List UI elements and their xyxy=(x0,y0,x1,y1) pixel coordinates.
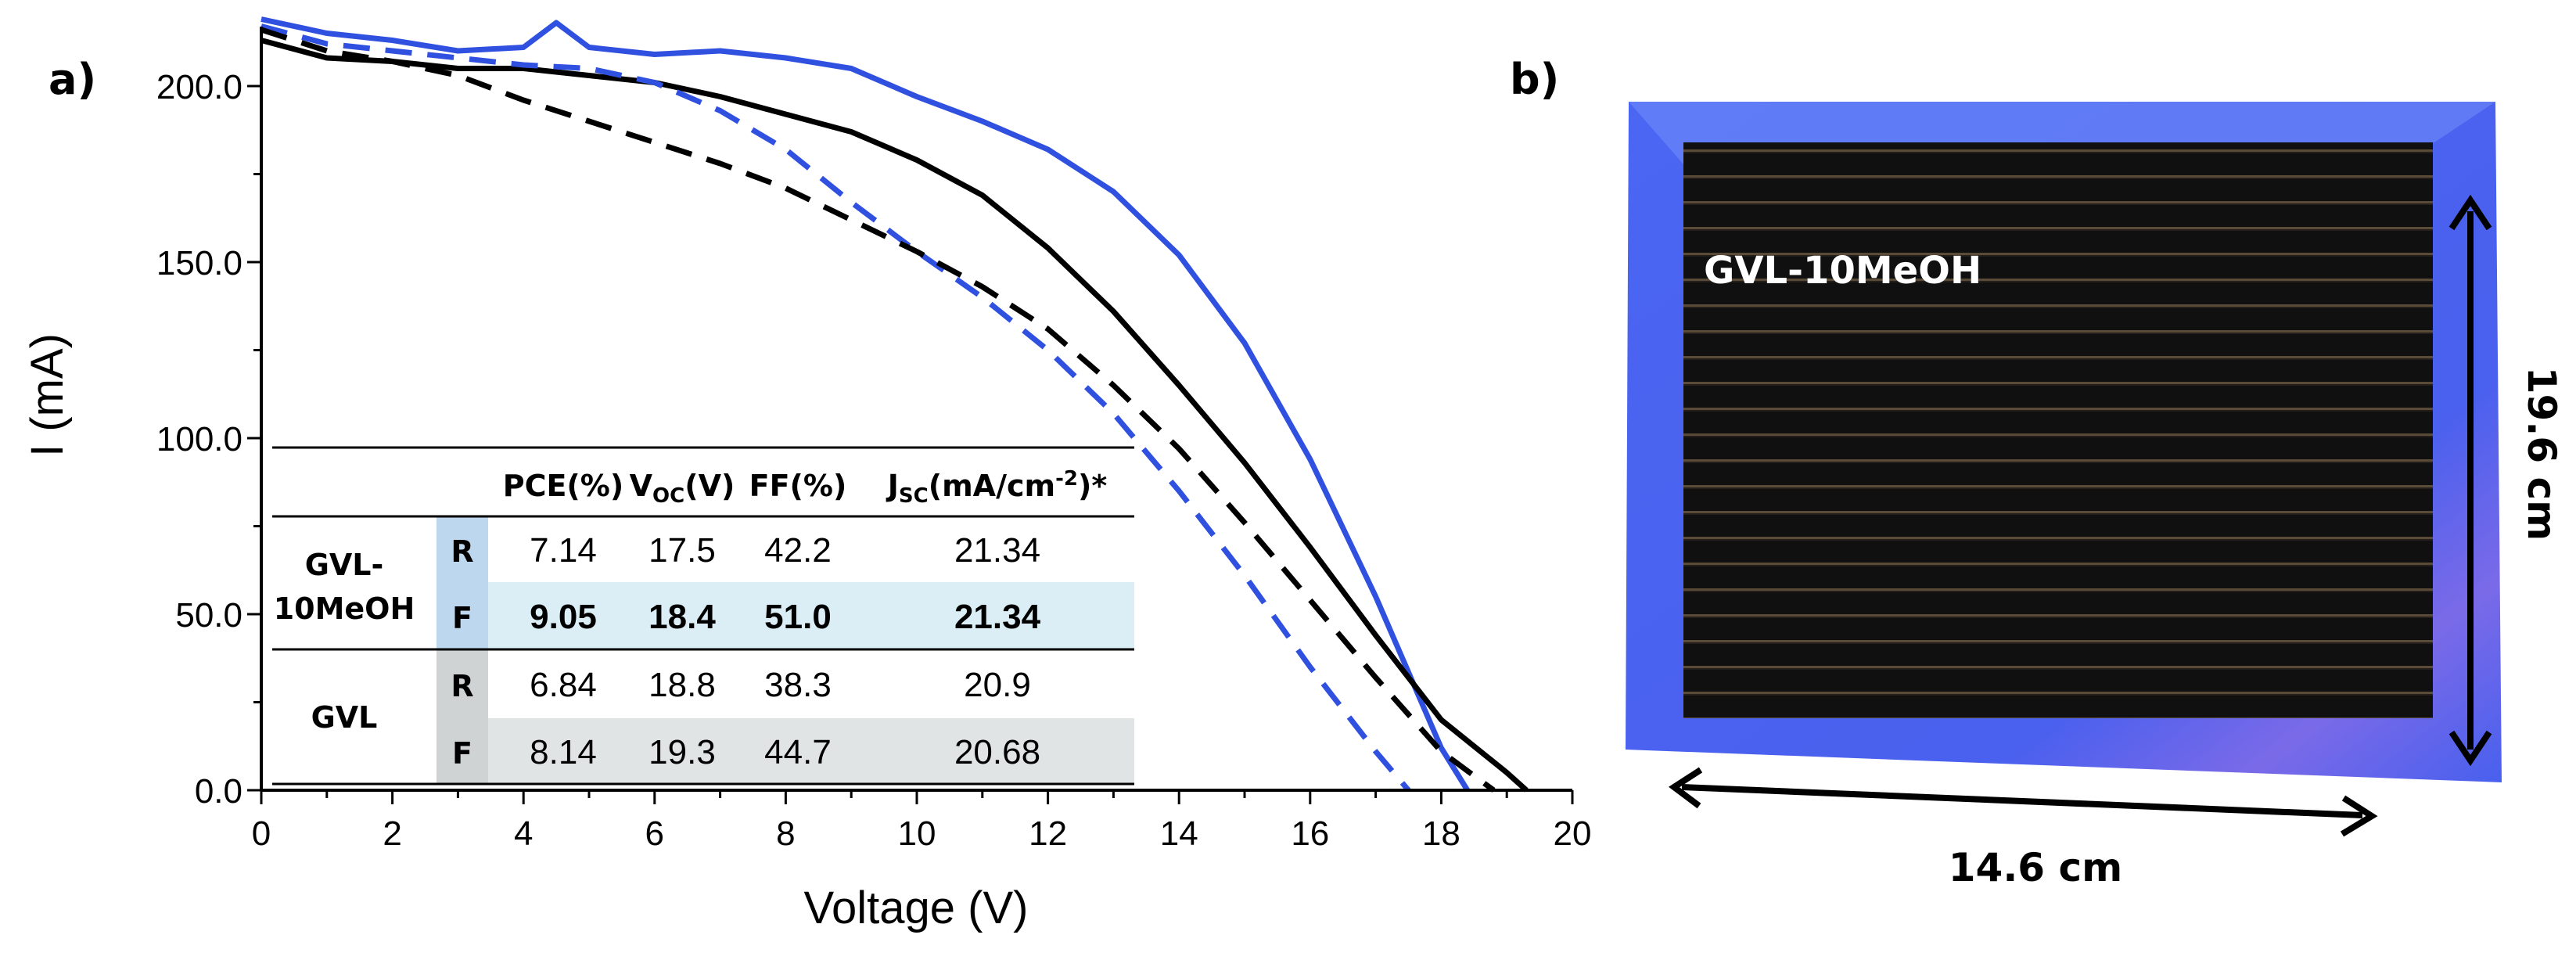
cell-pce: 8.14 xyxy=(530,733,597,771)
cell-pce: 7.14 xyxy=(530,531,597,570)
y-tick-label: 0.0 xyxy=(195,772,243,811)
series-line-2 xyxy=(260,38,1529,793)
mode-label: R xyxy=(451,534,473,569)
header-voc: VOC(V) xyxy=(630,469,735,508)
x-tick-label: 18 xyxy=(1422,814,1460,853)
panel-a-label: a) xyxy=(49,55,96,104)
mode-cell-bg xyxy=(437,649,488,718)
row-highlight xyxy=(488,582,1134,649)
group-name: GVL xyxy=(311,700,378,735)
y-tick-label: 200.0 xyxy=(156,68,243,106)
cell-voc: 18.8 xyxy=(648,666,716,704)
mode-cell-bg xyxy=(437,582,488,649)
x-tick-label: 2 xyxy=(383,814,401,853)
mode-label: R xyxy=(451,669,473,703)
cell-voc: 18.4 xyxy=(648,598,716,636)
header-ff: FF(%) xyxy=(749,469,847,503)
cells-perspective-shade xyxy=(1683,142,2433,718)
panel-b-label: b) xyxy=(1510,55,1559,104)
cell-jsc: 20.68 xyxy=(954,733,1040,771)
x-tick-label: 12 xyxy=(1029,814,1067,853)
group-name: 10MeOH xyxy=(274,591,415,626)
row-highlight xyxy=(488,718,1134,784)
width-arrow xyxy=(1669,767,2378,837)
x-tick-label: 0 xyxy=(252,814,271,853)
cell-jsc: 21.34 xyxy=(954,598,1041,636)
x-tick-label: 20 xyxy=(1554,814,1592,853)
y-axis-title: I (mA) xyxy=(22,333,73,457)
header-jsc: JSC(mA/cm-2)* xyxy=(886,467,1108,508)
mode-label: F xyxy=(452,736,472,771)
series-line-4 xyxy=(260,27,1496,793)
module-photo: GVL-10MeOH 19.6 cm 14.6 cm xyxy=(1626,102,2564,890)
cell-ff: 44.7 xyxy=(764,733,832,771)
cell-ff: 38.3 xyxy=(764,666,832,704)
mode-cell-bg xyxy=(437,516,488,582)
cell-jsc: 21.34 xyxy=(954,531,1040,570)
group-name: GVL- xyxy=(305,548,384,582)
x-tick-label: 16 xyxy=(1291,814,1329,853)
results-table: PCE(%) VOC(V) FF(%) JSC(mA/cm-2)* GVL- 10MeOH… xyxy=(272,446,1134,786)
height-label: 19.6 cm xyxy=(2519,367,2564,541)
x-tick-label: 10 xyxy=(898,814,936,853)
series-line-1 xyxy=(260,16,1470,792)
y-tick-label: 150.0 xyxy=(156,244,243,282)
cell-voc: 19.3 xyxy=(648,733,716,771)
module-label: GVL-10MeOH xyxy=(1704,249,1981,293)
curve-layer xyxy=(260,16,1529,793)
x-tick-label: 14 xyxy=(1160,814,1198,853)
cell-voc: 17.5 xyxy=(648,531,716,570)
photovoltaic-cells xyxy=(1683,142,2433,718)
x-tick-label: 4 xyxy=(514,814,533,853)
x-tick-label: 6 xyxy=(645,814,664,853)
width-label: 14.6 cm xyxy=(1949,845,2123,890)
cell-pce: 9.05 xyxy=(530,598,597,636)
y-tick-label: 50.0 xyxy=(175,596,243,635)
height-arrow xyxy=(2448,194,2492,767)
x-axis-title: Voltage (V) xyxy=(804,883,1029,933)
mode-cell-bg xyxy=(437,718,488,784)
cell-ff: 51.0 xyxy=(764,598,832,636)
mode-label: F xyxy=(452,601,472,635)
table-background xyxy=(437,516,1134,784)
series-line-3 xyxy=(260,23,1411,793)
cell-pce: 6.84 xyxy=(530,666,597,704)
y-tick-label: 100.0 xyxy=(156,420,243,458)
header-pce: PCE(%) xyxy=(503,469,624,503)
cell-ff: 42.2 xyxy=(764,531,832,570)
x-tick-label: 8 xyxy=(776,814,795,853)
cell-jsc: 20.9 xyxy=(964,666,1031,704)
